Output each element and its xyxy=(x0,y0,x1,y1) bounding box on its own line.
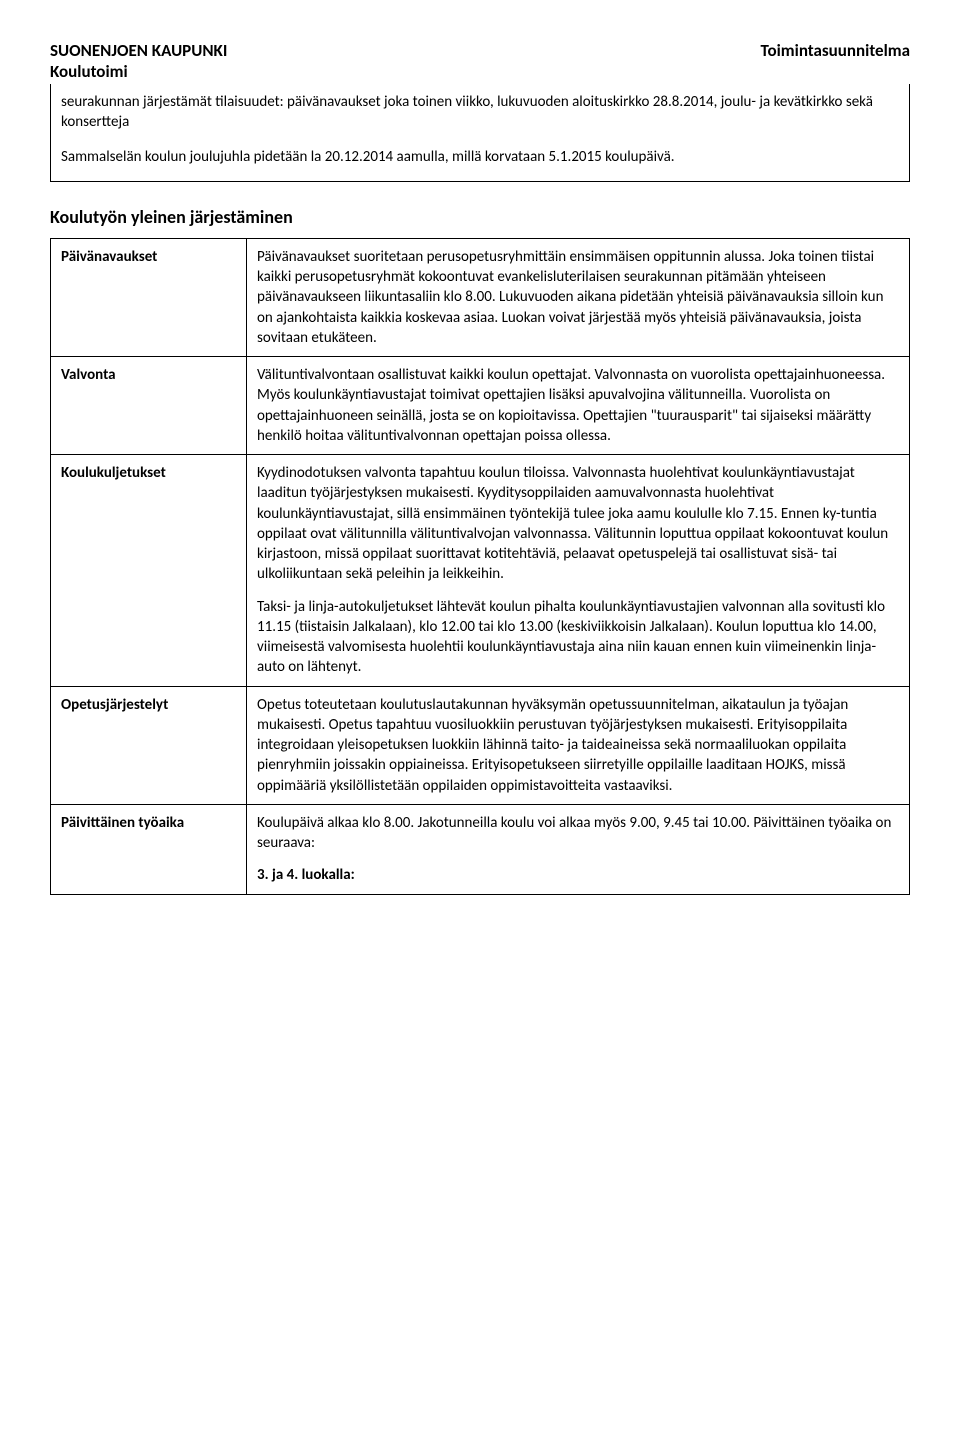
table-row: Opetusjärjestelyt Opetus toteutetaan kou… xyxy=(51,686,910,804)
row-content-paivittainen: Koulupäivä alkaa klo 8.00. Jakotunneilla… xyxy=(247,804,910,894)
table-row: Päivittäinen työaika Koulupäivä alkaa kl… xyxy=(51,804,910,894)
kuljetukset-paragraph-1: Kyydinodotuksen valvonta tapahtuu koulun… xyxy=(257,463,899,585)
row-label-paivanavaukset: Päivänavaukset xyxy=(51,238,247,356)
content-table: Päivänavaukset Päivänavaukset suoritetaa… xyxy=(50,238,910,895)
row-content-koulukuljetukset: Kyydinodotuksen valvonta tapahtuu koulun… xyxy=(247,455,910,687)
tyoaika-paragraph-1: Koulupäivä alkaa klo 8.00. Jakotunneilla… xyxy=(257,813,899,854)
row-content-valvonta: Välituntivalvontaan osallistuvat kaikki … xyxy=(247,357,910,455)
kuljetukset-paragraph-2: Taksi- ja linja-autokuljetukset lähtevät… xyxy=(257,597,899,678)
header-department: Koulutoimi xyxy=(50,61,910,82)
intro-paragraph-2: Sammalselän koulun joulujuhla pidetään l… xyxy=(61,147,899,167)
header-org: SUONENJOEN KAUPUNKI xyxy=(50,40,227,61)
header-title: Toimintasuunnitelma xyxy=(761,40,910,61)
row-content-opetusjarjestelyt: Opetus toteutetaan koulutuslautakunnan h… xyxy=(247,686,910,804)
table-row: Valvonta Välituntivalvontaan osallistuva… xyxy=(51,357,910,455)
row-label-opetusjarjestelyt: Opetusjärjestelyt xyxy=(51,686,247,804)
row-label-koulukuljetukset: Koulukuljetukset xyxy=(51,455,247,687)
row-content-paivanavaukset: Päivänavaukset suoritetaan perusopetusry… xyxy=(247,238,910,356)
document-header: SUONENJOEN KAUPUNKI Toimintasuunnitelma xyxy=(50,40,910,61)
row-label-paivittainen: Päivittäinen työaika xyxy=(51,804,247,894)
table-row: Koulukuljetukset Kyydinodotuksen valvont… xyxy=(51,455,910,687)
table-row: Päivänavaukset Päivänavaukset suoritetaa… xyxy=(51,238,910,356)
intro-paragraph-1: seurakunnan järjestämät tilaisuudet: päi… xyxy=(61,92,899,133)
tyoaika-paragraph-2: 3. ja 4. luokalla: xyxy=(257,865,899,885)
intro-box: seurakunnan järjestämät tilaisuudet: päi… xyxy=(50,84,910,182)
row-label-valvonta: Valvonta xyxy=(51,357,247,455)
section-heading: Koulutyön yleinen järjestäminen xyxy=(50,206,910,228)
